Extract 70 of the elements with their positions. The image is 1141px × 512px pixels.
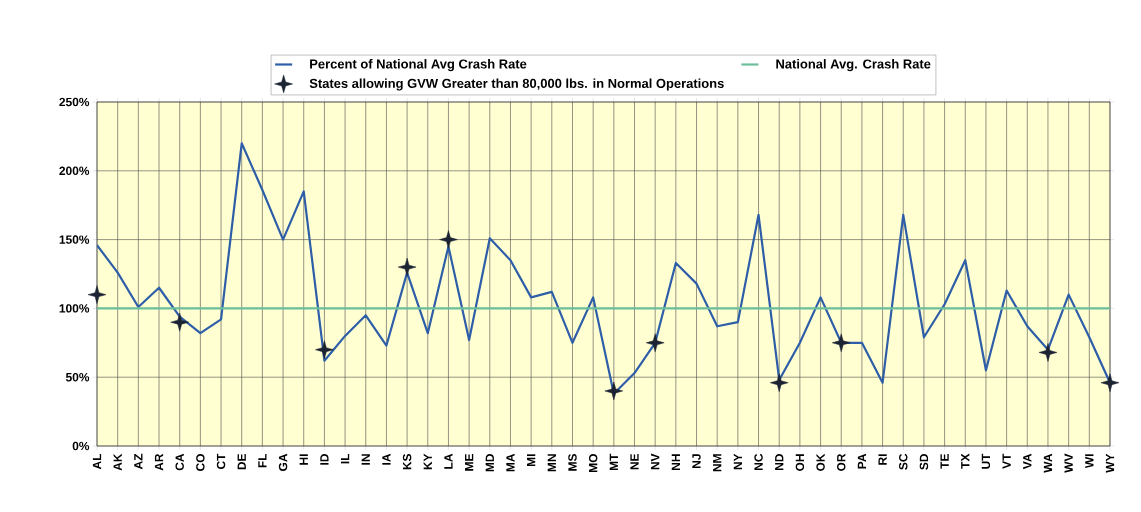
x-tick-label: ME bbox=[465, 453, 474, 471]
point bbox=[87, 285, 107, 304]
legend-label: Percent of National Avg Crash Rate bbox=[310, 59, 527, 72]
x-tick-label: VT bbox=[1002, 453, 1011, 469]
x-tick-label: DE bbox=[237, 454, 246, 470]
x-tick-label: KY bbox=[423, 453, 432, 470]
x-tick-label: WA bbox=[1043, 453, 1053, 473]
x-tick-label: NM bbox=[713, 454, 722, 472]
x-tick-label: SC bbox=[899, 453, 908, 470]
x-tick-label: AL bbox=[92, 453, 102, 470]
x-tick-label: TX bbox=[961, 453, 970, 469]
x-tick-label: OK bbox=[816, 453, 825, 471]
x-tick-label: ND bbox=[775, 454, 784, 470]
y-tick-label: 150% bbox=[59, 235, 90, 244]
x-tick-label: MI bbox=[527, 454, 536, 466]
x-tick-label: UT bbox=[981, 453, 991, 469]
x-tick-label: VA bbox=[1023, 453, 1032, 470]
x-tick-label: WY bbox=[1105, 453, 1115, 473]
x-tick-label: NE bbox=[630, 454, 639, 470]
x-tick-label: NH bbox=[671, 454, 680, 470]
x-tick-label: NJ bbox=[692, 454, 701, 469]
x-tick-label: MS bbox=[568, 453, 577, 471]
x-tick-label: MT bbox=[609, 453, 618, 470]
x-tick-label: TE bbox=[940, 453, 949, 469]
x-tick-label: KS bbox=[402, 454, 412, 470]
x-tick-label: RI bbox=[878, 454, 887, 465]
x-tick-label: IL bbox=[340, 453, 350, 464]
x-tick-label: AZ bbox=[134, 453, 143, 470]
x-tick-label: ID bbox=[320, 454, 329, 465]
x-tick-label: AR bbox=[154, 453, 164, 471]
x-tick-label: PA bbox=[857, 453, 867, 469]
x-tick-label: OH bbox=[795, 454, 805, 471]
x-tick-label: LA bbox=[444, 453, 453, 469]
x-tick-label: WV bbox=[1064, 453, 1073, 473]
legend-label: National Avg. Crash Rate bbox=[776, 59, 931, 72]
x-tick-label: IA bbox=[382, 453, 391, 465]
x-tick-label: MN bbox=[547, 454, 556, 472]
y-tick-label: 250% bbox=[59, 97, 90, 107]
x-tick-label: NY bbox=[733, 453, 742, 470]
y-tick-label: 0% bbox=[72, 441, 90, 451]
point bbox=[315, 340, 334, 359]
point bbox=[645, 333, 665, 353]
x-tick-label: OR bbox=[837, 453, 846, 471]
x-tick-label: MO bbox=[588, 454, 598, 472]
x-tick-label: GA bbox=[278, 453, 288, 471]
x-tick-label: WI bbox=[1085, 454, 1094, 469]
x-tick-label: NC bbox=[754, 453, 763, 470]
point bbox=[1038, 343, 1058, 362]
point bbox=[439, 230, 458, 249]
point bbox=[170, 312, 189, 332]
point bbox=[1100, 373, 1120, 392]
x-tick-label: CA bbox=[175, 453, 184, 471]
x-tick-label: MA bbox=[506, 453, 515, 472]
x-tick-label: IN bbox=[361, 454, 370, 465]
y-tick-label: 100% bbox=[59, 304, 90, 313]
point bbox=[397, 257, 417, 277]
x-tick-label: NV bbox=[651, 453, 660, 470]
x-tick-label: FL bbox=[258, 453, 267, 468]
x-tick-label: HI bbox=[299, 454, 308, 465]
y-tick-label: 50% bbox=[65, 372, 90, 382]
legend-label: States allowing GVW Greater than 80,000 lbs. in Normal Operations bbox=[309, 78, 724, 91]
point bbox=[831, 333, 851, 353]
x-tick-label: CT bbox=[216, 453, 226, 469]
y-tick-label: 200% bbox=[59, 166, 90, 176]
x-tick-label: AK bbox=[113, 453, 122, 471]
x-tick-label: SD bbox=[919, 454, 929, 470]
x-tick-label: CO bbox=[196, 454, 205, 471]
x-tick-label: MD bbox=[485, 454, 494, 472]
point bbox=[769, 373, 789, 392]
point bbox=[604, 381, 624, 401]
